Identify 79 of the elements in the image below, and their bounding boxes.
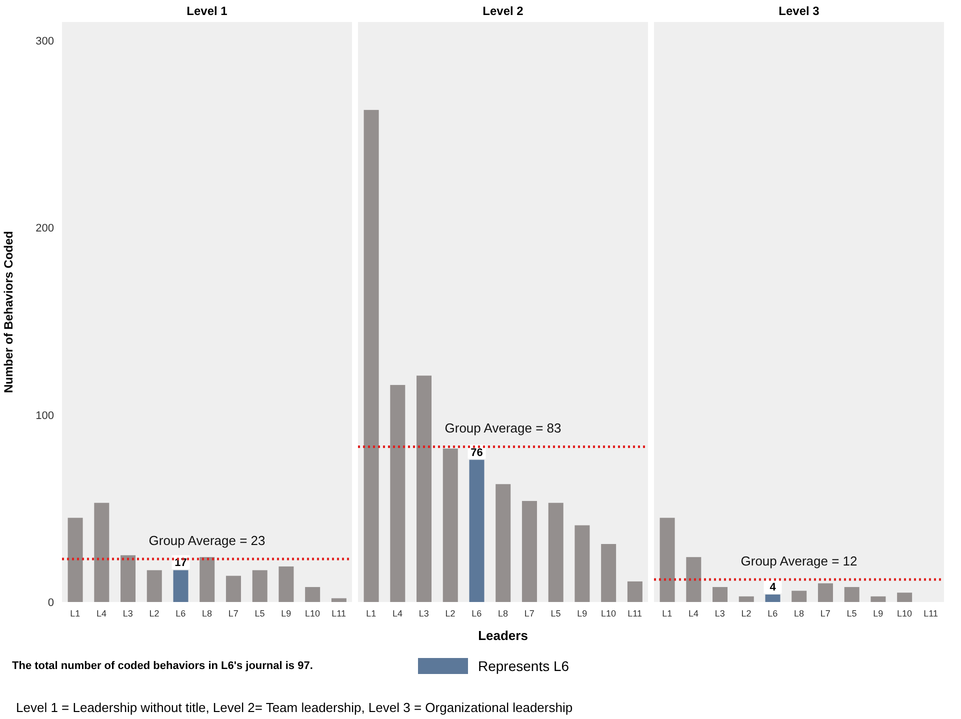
bar: [364, 110, 379, 602]
x-tick-label: L3: [714, 608, 725, 618]
data-label: 76: [470, 446, 483, 459]
x-tick-label: L8: [794, 608, 804, 618]
text: Level 1 = Leadership without title, Level 2= Team leadership, Level 3 = Organizational leadership: [16, 700, 573, 715]
x-tick-label: L9: [873, 608, 884, 618]
x-tick-label: L8: [498, 608, 508, 618]
x-tick-label: L6: [176, 608, 186, 618]
bar: [738, 596, 754, 602]
ref-line-label: Group Average = 83: [444, 420, 562, 436]
x-tick-label: L7: [820, 608, 830, 618]
x-tick-label: L10: [896, 608, 912, 618]
y-tick-label: 200: [36, 222, 54, 235]
bar: [331, 598, 346, 602]
y-tick-label: 300: [36, 36, 54, 48]
bar: [252, 570, 268, 602]
bar: [522, 500, 537, 602]
x-tick-label: L9: [281, 608, 292, 618]
x-tick-label: L3: [418, 608, 429, 618]
bar: [416, 376, 432, 602]
x-tick-label: L5: [846, 608, 857, 618]
x-tick-label: L9: [577, 608, 588, 618]
y-tick-label: 0: [48, 596, 54, 609]
x-tick-label: L4: [96, 608, 107, 618]
x-axis-title: Leaders: [477, 628, 529, 645]
bar: [686, 557, 702, 602]
chart-title: Level 1: [186, 3, 228, 20]
bar: [897, 592, 912, 602]
x-tick-label: L1: [366, 608, 376, 618]
bar: [146, 570, 162, 602]
bar: [844, 587, 860, 602]
x-tick-label: L1: [662, 608, 672, 618]
bar: [305, 587, 320, 602]
legend-label: Represents L6: [478, 658, 570, 674]
bar: [548, 502, 564, 602]
bar: [712, 587, 728, 602]
x-tick-label: L5: [550, 608, 561, 618]
bar: [94, 502, 110, 602]
bar: [68, 518, 83, 602]
x-tick-label: L3: [122, 608, 133, 618]
bar: [120, 555, 136, 602]
x-tick-label: L2: [149, 608, 160, 618]
x-tick-label: L1: [70, 608, 80, 618]
ref-line-label: Group Average = 23: [148, 532, 266, 548]
x-tick-label: L6: [768, 608, 778, 618]
x-tick-label: L2: [445, 608, 456, 618]
bar: [200, 557, 215, 602]
bar: [627, 581, 642, 602]
x-tick-label: L2: [741, 608, 752, 618]
bar: [870, 596, 886, 602]
x-tick-label: L7: [524, 608, 534, 618]
bar: [496, 484, 511, 602]
x-tick-label: L4: [392, 608, 403, 618]
x-tick-label: L11: [628, 608, 642, 618]
y-tick-label: 100: [36, 410, 54, 422]
text: The total number of coded behaviors in L6's journal is 97.: [12, 660, 313, 672]
bar: [818, 583, 833, 602]
bar: [574, 525, 590, 602]
chart-title: Level 3: [778, 3, 820, 20]
bar: [278, 566, 294, 602]
x-tick-label: L7: [228, 608, 238, 618]
chart-title: Level 2: [482, 3, 524, 20]
bar: [660, 518, 675, 602]
x-tick-label: L10: [600, 608, 616, 618]
bar: [390, 384, 406, 602]
bar: [792, 590, 807, 602]
x-tick-label: L10: [304, 608, 320, 618]
bar: [226, 576, 241, 602]
x-tick-label: L6: [472, 608, 482, 618]
x-tick-label: L4: [688, 608, 699, 618]
x-tick-label: L11: [332, 608, 346, 618]
x-tick-label: L8: [202, 608, 212, 618]
bar: [442, 448, 458, 602]
bar: [601, 544, 616, 602]
ref-line-label: Group Average = 12: [740, 554, 858, 569]
x-tick-label: L5: [254, 608, 265, 618]
y-axis-title: Number of Behaviors Coded: [1, 230, 16, 394]
data-label: 4: [770, 582, 777, 594]
x-tick-label: L11: [924, 608, 938, 618]
